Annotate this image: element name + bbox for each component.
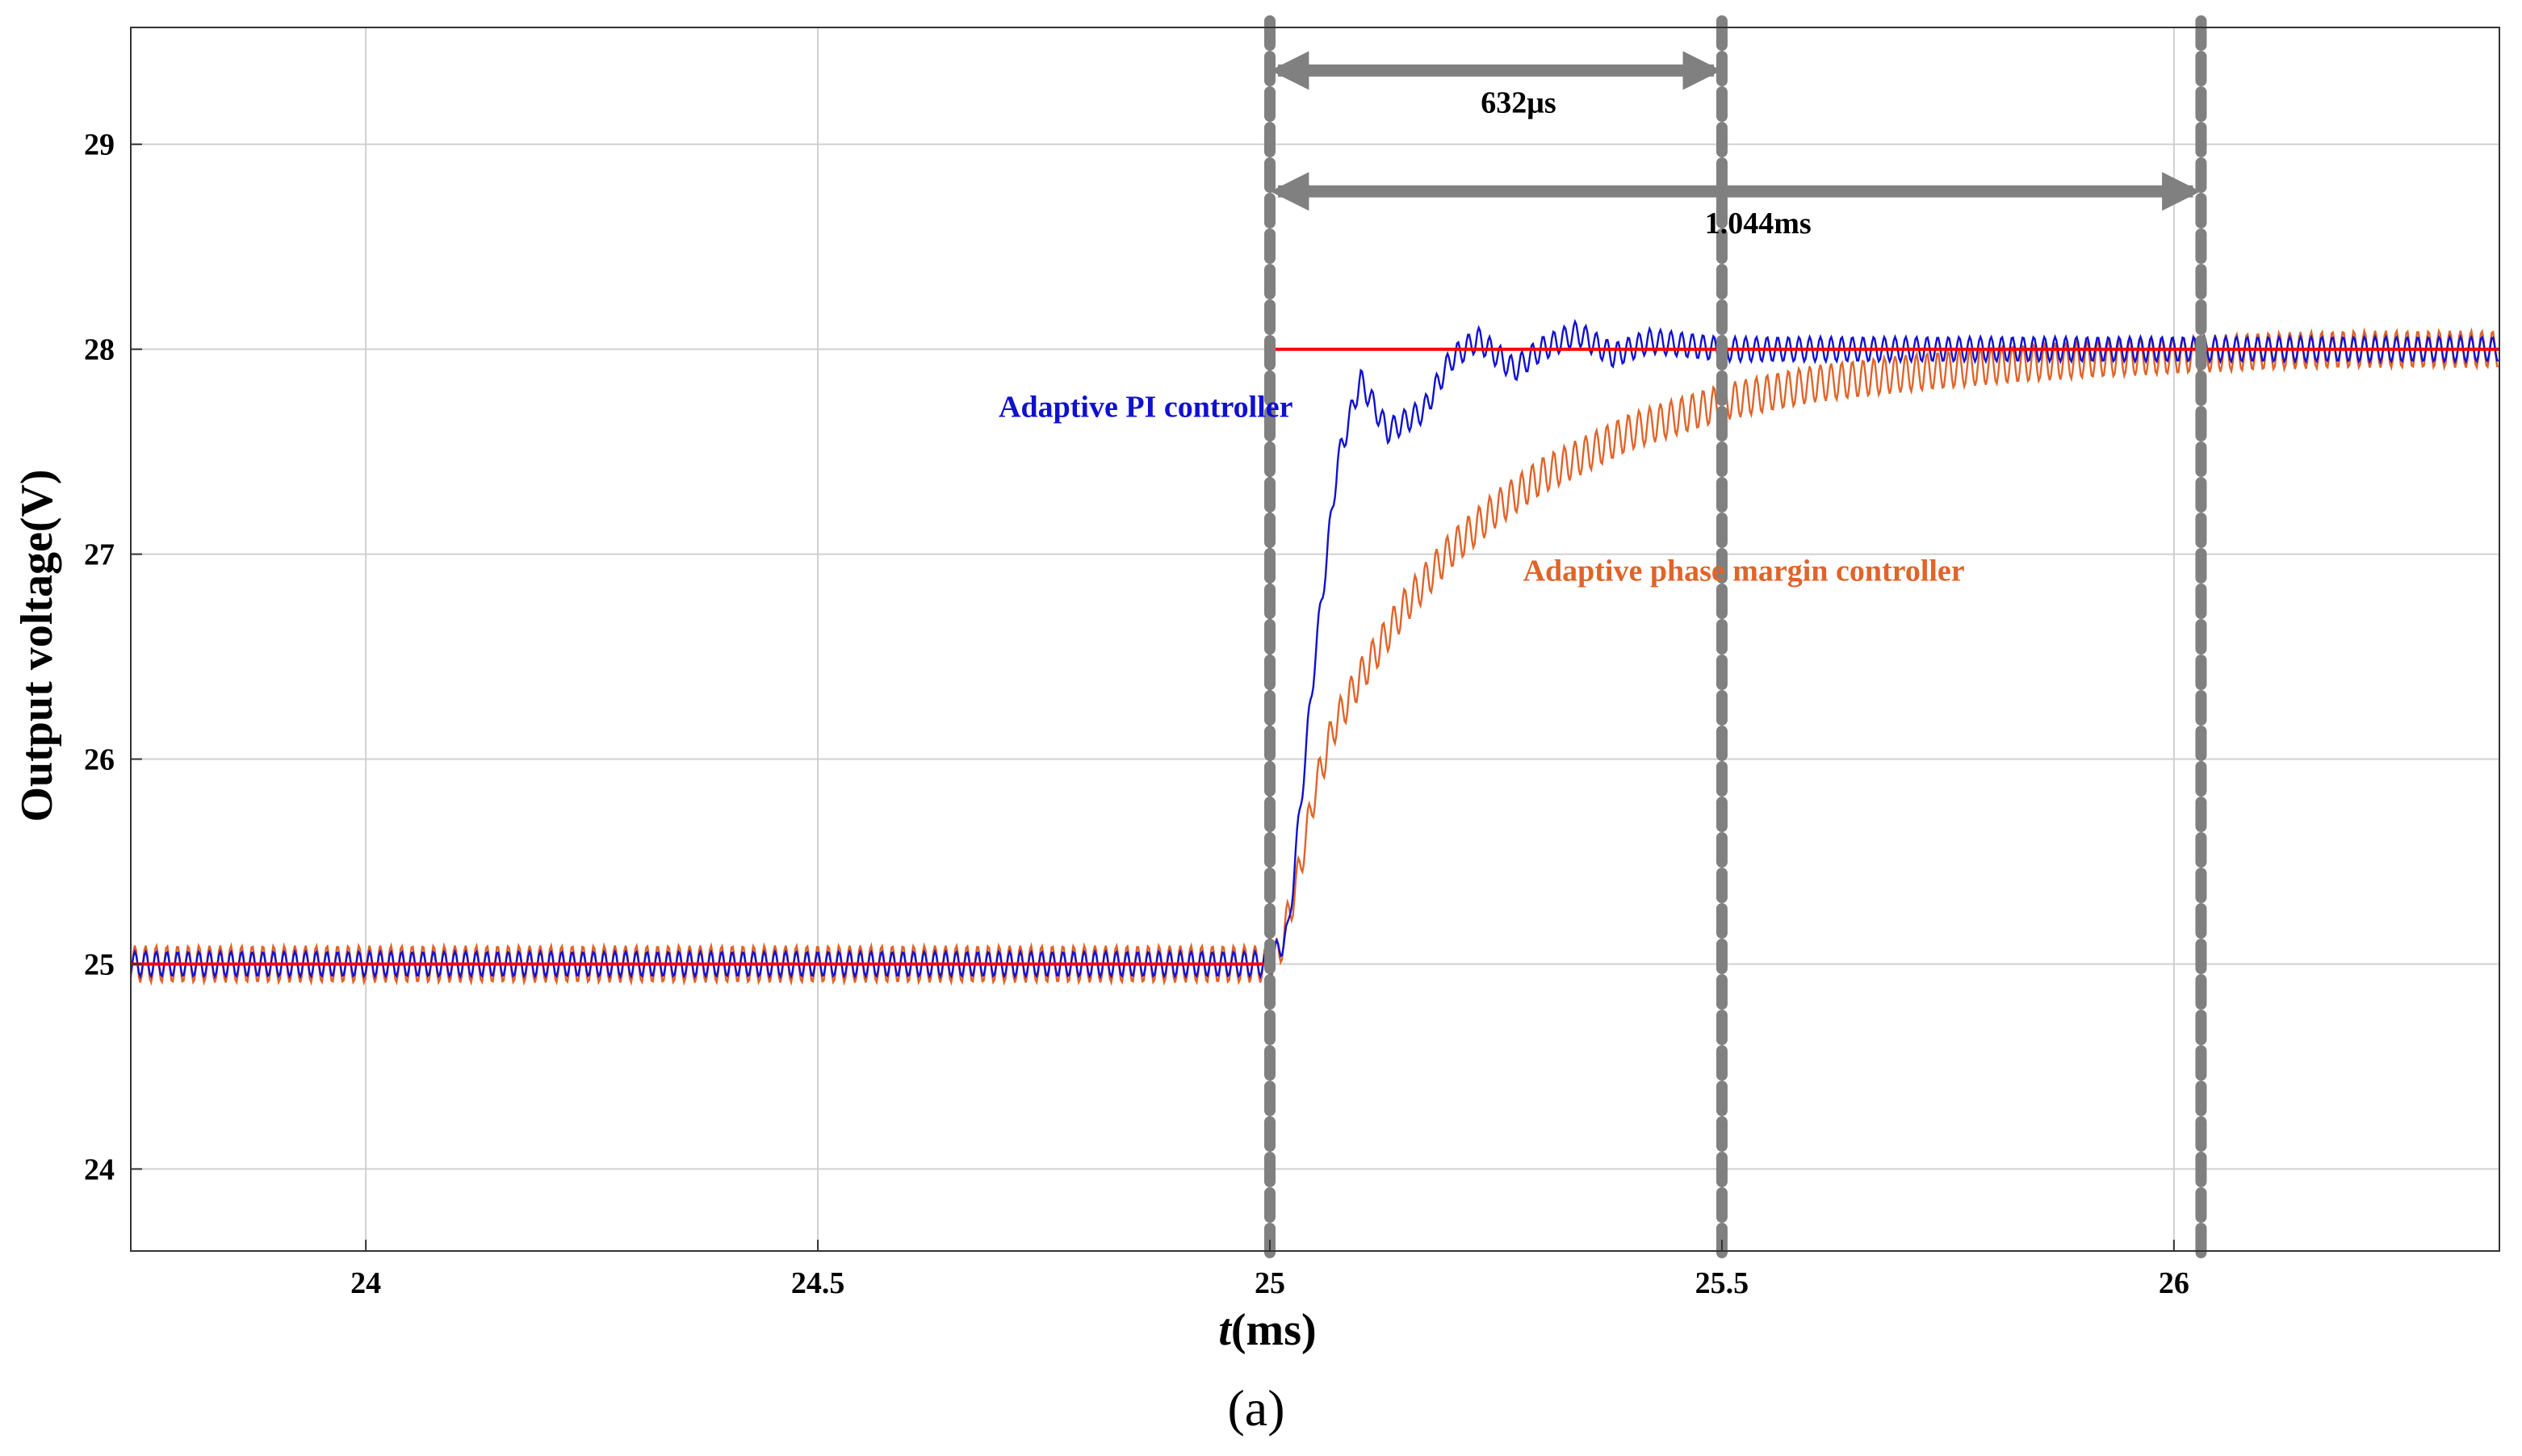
x-tick-label: 24 bbox=[350, 1266, 381, 1300]
annotations: 632μs 1.044ms Adaptive PI controller Adapti… bbox=[999, 51, 2202, 588]
plot-frame bbox=[130, 27, 2500, 1252]
interval-label: 632μs bbox=[1481, 86, 1556, 119]
y-tick-label: 28 bbox=[84, 333, 115, 367]
series-annotation: Adaptive PI controller bbox=[999, 390, 1293, 424]
interval-label: 1.044ms bbox=[1705, 207, 1812, 241]
series-annotation: Adaptive phase margin controller bbox=[1523, 554, 1965, 588]
series-line-adaptive-pi-controller bbox=[131, 318, 2499, 980]
x-axis-ticks: 24 24.5 25 25.5 26 bbox=[350, 1240, 2189, 1300]
plot-area bbox=[130, 15, 2500, 1268]
y-tick-label: 24 bbox=[84, 1153, 115, 1186]
series-line-adaptive-phase-margin-controller bbox=[131, 327, 2499, 986]
x-tick-label: 25 bbox=[1255, 1266, 1285, 1300]
x-tick-label: 24.5 bbox=[791, 1266, 845, 1300]
x-tick-label: 26 bbox=[2159, 1266, 2189, 1300]
x-tick-label: 25.5 bbox=[1695, 1266, 1749, 1300]
y-axis-title: Output voltage(V) bbox=[12, 469, 62, 822]
y-tick-label: 29 bbox=[84, 128, 115, 162]
marker-lines bbox=[1264, 15, 2207, 1268]
x-axis-title: t(ms) bbox=[1218, 1305, 1316, 1355]
y-tick-label: 26 bbox=[84, 743, 115, 777]
y-tick-label: 27 bbox=[84, 538, 115, 572]
y-tick-label: 25 bbox=[84, 948, 115, 981]
y-axis-ticks: 24 25 26 27 28 29 bbox=[84, 128, 142, 1186]
plot-background bbox=[131, 27, 2499, 1251]
figure-label: (a) bbox=[1227, 1379, 1284, 1437]
